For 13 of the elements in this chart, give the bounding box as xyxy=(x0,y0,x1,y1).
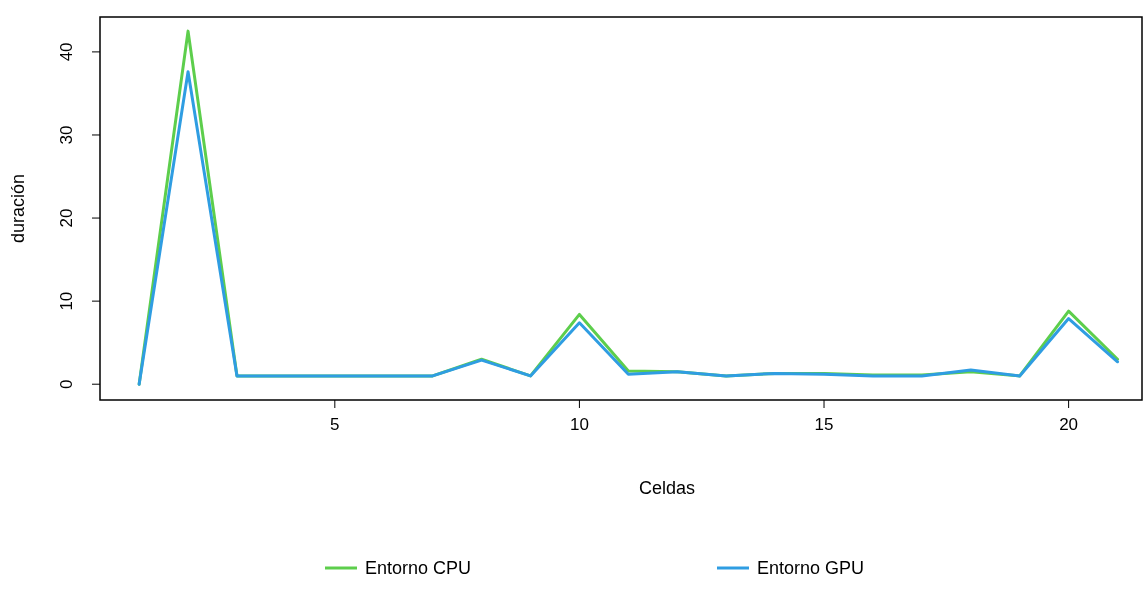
y-tick-label: 10 xyxy=(57,291,76,311)
x-tick-label: 15 xyxy=(814,415,834,434)
x-tick-label: 10 xyxy=(569,415,589,434)
y-tick-label: 0 xyxy=(57,379,76,389)
y-tick-label: 40 xyxy=(57,42,76,62)
x-tick-label: 20 xyxy=(1059,415,1079,434)
y-tick-label: 30 xyxy=(57,125,76,145)
x-axis-title: Celdas xyxy=(638,478,696,498)
x-tick-label: 5 xyxy=(330,415,340,434)
legend-label: Entorno CPU xyxy=(365,558,472,578)
legend-label: Entorno GPU xyxy=(757,558,865,578)
y-tick-label: 20 xyxy=(57,208,76,228)
y-axis-title: duración xyxy=(8,173,28,244)
